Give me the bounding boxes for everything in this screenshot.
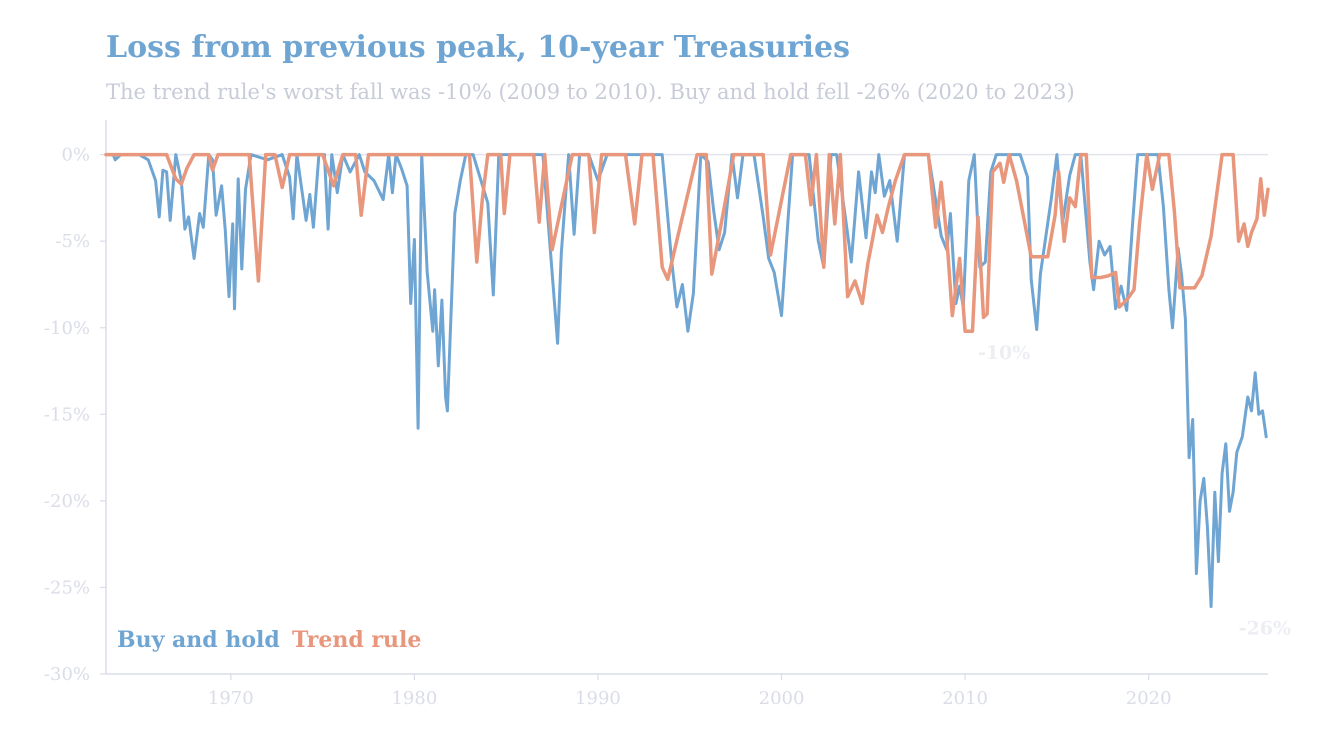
annotation-label: -26% xyxy=(1239,617,1291,639)
y-tick-label: 0% xyxy=(61,145,90,166)
y-tick-label: -5% xyxy=(55,231,90,252)
annotation-label: -10% xyxy=(978,342,1030,364)
chart-annotations: -10% -26% xyxy=(978,342,1291,639)
y-tick-label: -30% xyxy=(44,664,90,685)
x-tick-label: 2020 xyxy=(1126,688,1172,709)
x-tick-label: 2010 xyxy=(942,688,988,709)
series-layer xyxy=(104,152,1270,608)
y-tick-label: -25% xyxy=(44,577,90,598)
y-tick-label: -15% xyxy=(44,404,90,425)
trend-rule-line xyxy=(104,152,1270,333)
x-tick-label: 1990 xyxy=(575,688,621,709)
buy-and-hold-line xyxy=(104,153,1268,608)
x-tick-label: 2000 xyxy=(759,688,805,709)
y-tick-label: -20% xyxy=(44,491,90,512)
chart-title: Loss from previous peak, 10-year Treasur… xyxy=(106,30,851,65)
y-tick-label: -10% xyxy=(44,318,90,339)
x-tick-label: 1980 xyxy=(391,688,437,709)
legend-trend-rule: Trend rule xyxy=(292,627,421,653)
legend-buy-and-hold: Buy and hold xyxy=(117,627,280,653)
chart-subtitle: The trend rule's worst fall was -10% (20… xyxy=(106,80,1075,104)
x-tick-label: 1970 xyxy=(208,688,254,709)
chart-axes: 0% -5% -10% -15% -20% -25% -30% 1970 1980 1990 200… xyxy=(44,120,1268,709)
